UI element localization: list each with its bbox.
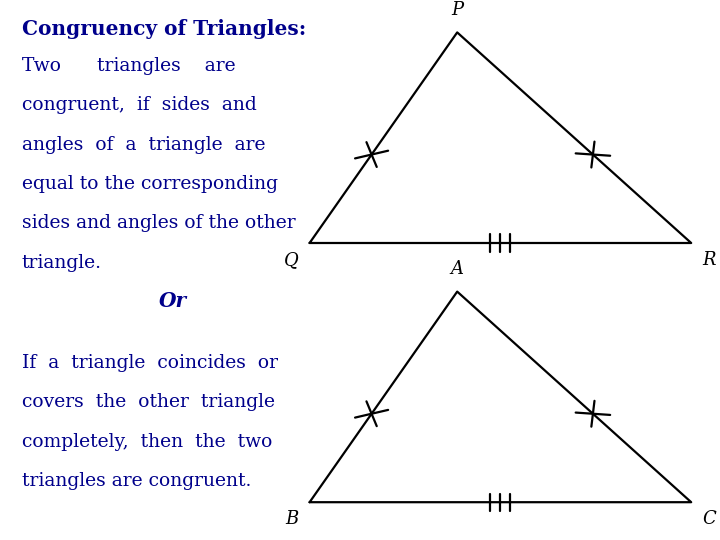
Text: triangle.: triangle. [22, 254, 102, 272]
Text: R: R [702, 251, 716, 269]
Text: A: A [451, 260, 464, 278]
Text: Or: Or [158, 291, 186, 310]
Text: completely,  then  the  two: completely, then the two [22, 433, 272, 450]
Text: C: C [702, 510, 716, 528]
Text: Q: Q [284, 251, 299, 269]
Text: triangles are congruent.: triangles are congruent. [22, 472, 251, 490]
Text: covers  the  other  triangle: covers the other triangle [22, 393, 274, 411]
Text: Congruency of Triangles:: Congruency of Triangles: [22, 19, 306, 39]
Text: angles  of  a  triangle  are: angles of a triangle are [22, 136, 265, 153]
Text: B: B [286, 510, 299, 528]
Text: Two      triangles    are: Two triangles are [22, 57, 235, 75]
Text: sides and angles of the other: sides and angles of the other [22, 214, 295, 232]
Text: congruent,  if  sides  and: congruent, if sides and [22, 96, 256, 114]
Text: P: P [451, 1, 463, 19]
Text: equal to the corresponding: equal to the corresponding [22, 175, 278, 193]
Text: If  a  triangle  coincides  or: If a triangle coincides or [22, 354, 278, 372]
